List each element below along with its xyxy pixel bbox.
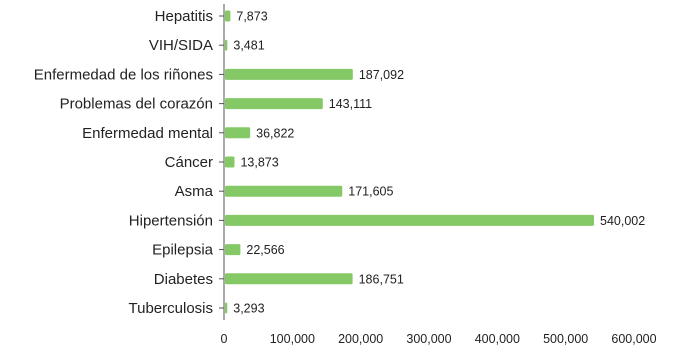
category-label-8: Epilepsia: [152, 242, 214, 259]
category-label-1: VIH/SIDA: [149, 37, 213, 54]
value-label-0: 7,873: [236, 10, 267, 24]
value-labels: 7,873 3,481 187,092 143,111 36,822 13,873 171,…: [233, 10, 645, 316]
bar-5: [225, 156, 235, 168]
value-label-3: 143,111: [329, 97, 372, 111]
x-tick-label-4: 400,000: [475, 332, 520, 346]
value-label-1: 3,481: [233, 39, 264, 53]
category-label-9: Diabetes: [154, 271, 213, 288]
x-tick-label-2: 200,000: [338, 332, 383, 346]
category-label-6: Asma: [175, 183, 214, 200]
value-label-2: 187,092: [359, 68, 404, 82]
category-label-0: Hepatitis: [155, 8, 213, 25]
axes: 0 100,000 200,000 300,000 400,000 500,000 600,…: [219, 4, 657, 346]
value-label-7: 540,002: [600, 214, 645, 228]
bar-8: [225, 244, 241, 256]
x-tick-label-0: 0: [221, 332, 228, 346]
bar-10: [225, 302, 228, 314]
value-label-4: 36,822: [256, 126, 294, 140]
category-label-4: Enfermedad mental: [82, 125, 213, 142]
x-tick-label-3: 300,000: [406, 332, 451, 346]
x-tick-label-1: 100,000: [270, 332, 315, 346]
bar-2: [225, 68, 353, 80]
category-label-10: Tuberculosis: [129, 300, 213, 317]
bar-0: [225, 10, 231, 22]
value-label-8: 22,566: [246, 243, 284, 257]
bar-3: [225, 98, 323, 110]
category-label-3: Problemas del corazón: [60, 96, 213, 113]
bar-6: [225, 185, 343, 197]
bar-9: [225, 273, 353, 285]
value-label-6: 171,605: [348, 185, 393, 199]
category-labels: Hepatitis VIH/SIDA Enfermedad de los riñon…: [34, 8, 214, 317]
bar-1: [225, 39, 228, 51]
category-label-2: Enfermedad de los riñones: [34, 66, 213, 83]
category-label-7: Hipertensión: [129, 212, 213, 229]
value-label-5: 13,873: [240, 156, 278, 170]
bar-7: [225, 214, 595, 226]
x-tick-label-5: 500,000: [543, 332, 588, 346]
bar-4: [225, 127, 251, 139]
value-label-10: 3,293: [233, 302, 264, 316]
value-label-9: 186,751: [359, 272, 404, 286]
category-label-5: Cáncer: [165, 154, 213, 171]
bars-layer: [225, 10, 595, 314]
x-tick-label-6: 600,000: [611, 332, 656, 346]
